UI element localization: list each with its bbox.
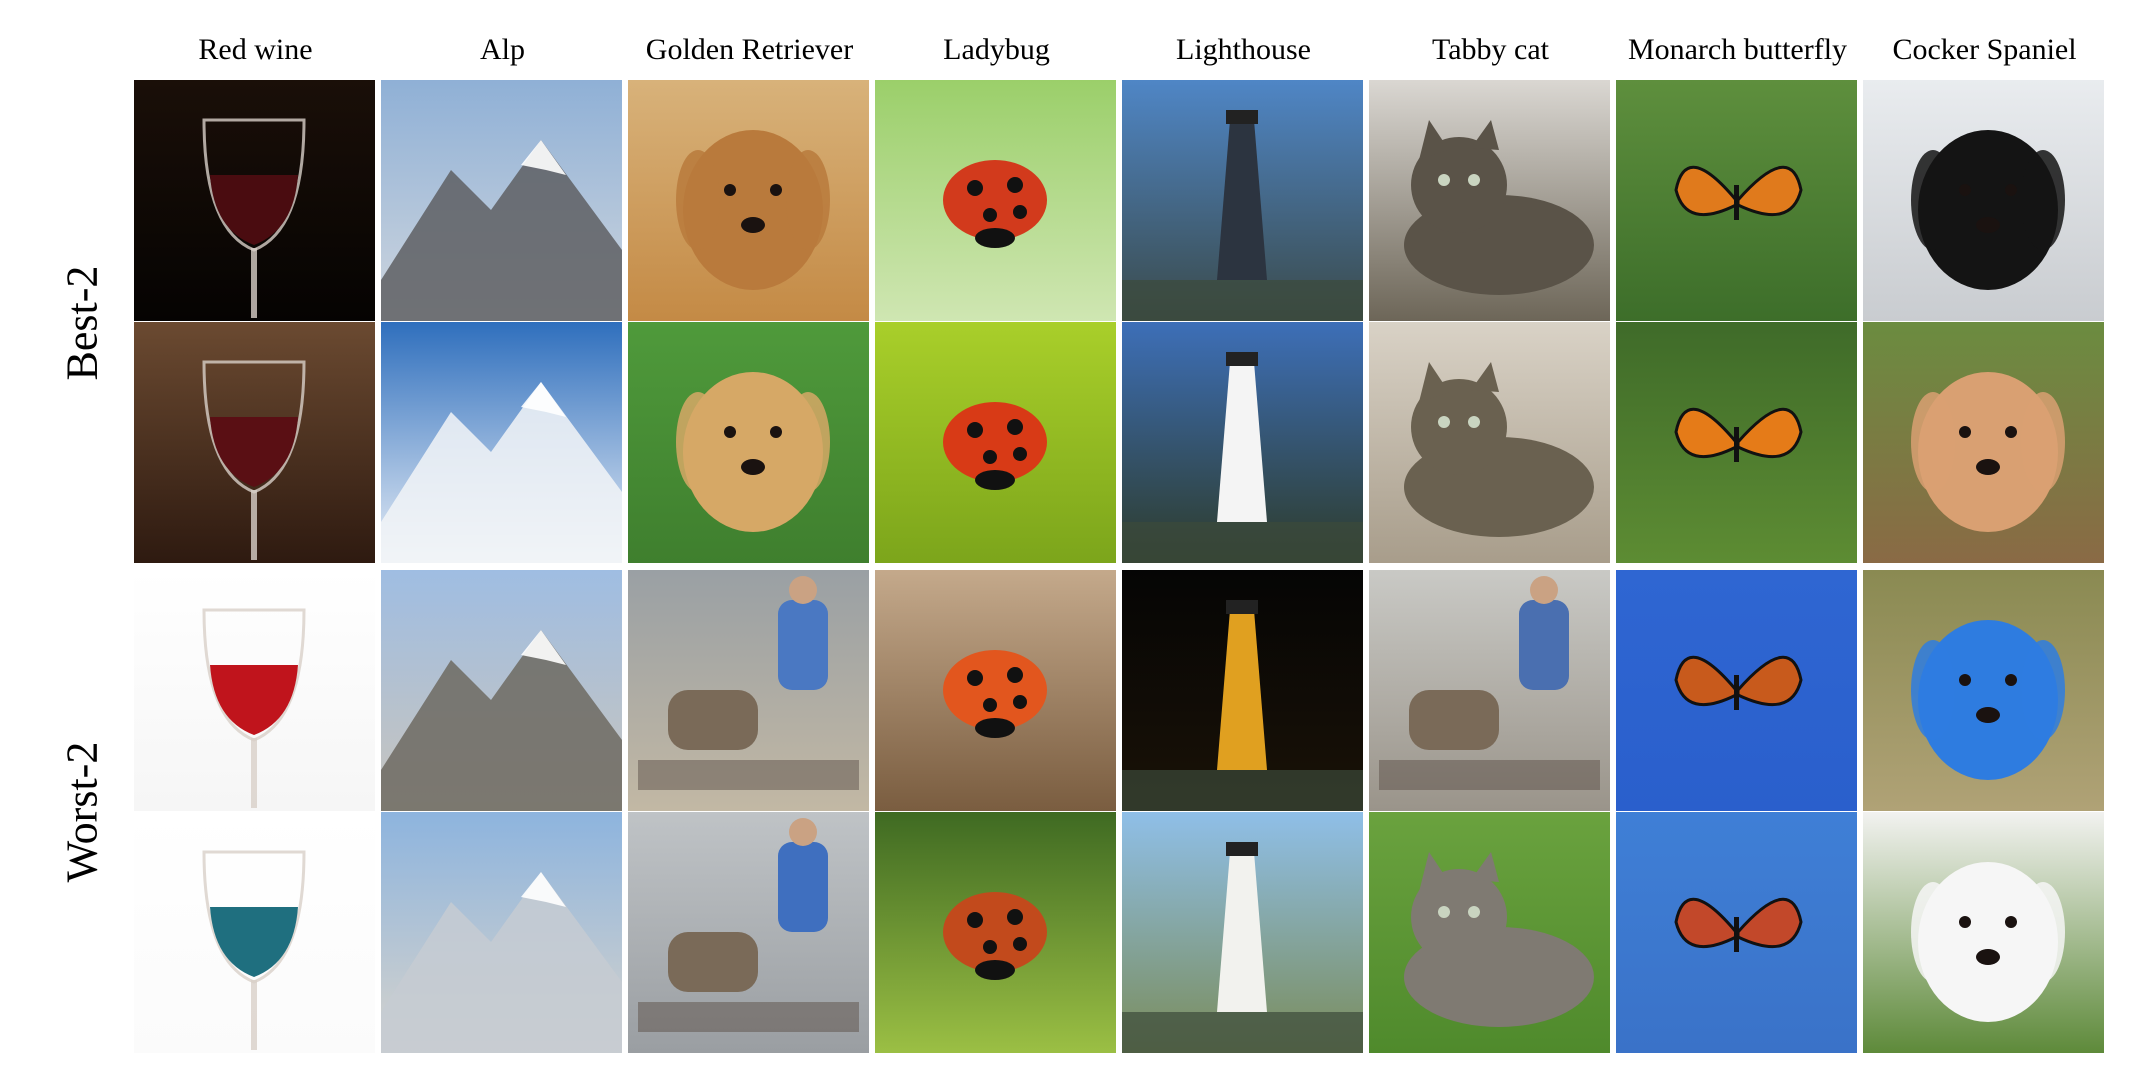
image-tile-3-4: [875, 570, 1116, 811]
image-tile-1-1: [134, 80, 375, 321]
butterfly-photo: [1616, 322, 1857, 563]
lighthouse-photo: [1122, 80, 1363, 321]
column-header-golden-retriever: Golden Retriever: [645, 33, 854, 66]
column-header-ladybug: Ladybug: [943, 33, 1050, 66]
image-tile-2-8: [1863, 322, 2104, 563]
image-tile-4-7: [1616, 812, 1857, 1053]
image-tile-4-4: [875, 812, 1116, 1053]
column-header-tabby-cat: Tabby cat: [1431, 33, 1549, 66]
image-tile-2-2: [381, 322, 622, 563]
mountain-photo: [381, 570, 622, 811]
butterfly-photo: [1616, 812, 1857, 1053]
ladybug-photo: [875, 80, 1116, 321]
cat-photo: [1369, 80, 1610, 321]
image-tile-3-8: [1863, 570, 2104, 811]
image-tile-4-5: [1122, 812, 1363, 1053]
mountain-photo: [381, 322, 622, 563]
image-tile-2-6: [1369, 322, 1610, 563]
image-tile-1-2: [381, 80, 622, 321]
mountain-photo: [381, 812, 622, 1053]
image-tile-1-6: [1369, 80, 1610, 321]
image-tile-3-7: [1616, 570, 1857, 811]
dog-photo: [1863, 322, 2104, 563]
row-label-worst-2: Worst-2: [57, 741, 107, 883]
column-header-lighthouse: Lighthouse: [1176, 33, 1311, 66]
image-tile-3-1: [134, 570, 375, 811]
image-tile-4-1: [134, 812, 375, 1053]
image-tile-3-2: [381, 570, 622, 811]
dog-photo: [628, 80, 869, 321]
image-tile-4-3: [628, 812, 869, 1053]
image-tile-2-3: [628, 322, 869, 563]
people-photo: [1369, 570, 1610, 811]
image-tile-3-3: [628, 570, 869, 811]
butterfly-photo: [1616, 80, 1857, 321]
column-header-red-wine: Red wine: [198, 33, 313, 66]
wine-glass-photo: [134, 80, 375, 321]
people-photo: [628, 812, 869, 1053]
wine-glass-photo: [134, 322, 375, 563]
image-tile-1-7: [1616, 80, 1857, 321]
image-tile-4-8: [1863, 812, 2104, 1053]
ladybug-photo: [875, 322, 1116, 563]
column-header-monarch-butterfly: Monarch butterfly: [1627, 33, 1848, 66]
image-tile-2-4: [875, 322, 1116, 563]
ladybug-photo: [875, 570, 1116, 811]
image-tile-1-4: [875, 80, 1116, 321]
image-tile-4-6: [1369, 812, 1610, 1053]
image-tile-4-2: [381, 812, 622, 1053]
row-label-best-2: Best-2: [57, 265, 107, 381]
dog-photo: [628, 322, 869, 563]
dog-photo: [1863, 812, 2104, 1053]
lighthouse-photo: [1122, 812, 1363, 1053]
people-photo: [628, 570, 869, 811]
lighthouse-photo: [1122, 570, 1363, 811]
ladybug-photo: [875, 812, 1116, 1053]
image-tile-1-5: [1122, 80, 1363, 321]
image-tile-3-6: [1369, 570, 1610, 811]
image-tile-2-7: [1616, 322, 1857, 563]
column-header-cocker-spaniel: Cocker Spaniel: [1892, 33, 2077, 66]
image-tile-3-5: [1122, 570, 1363, 811]
dog-photo: [1863, 80, 2104, 321]
wine-glass-photo: [134, 570, 375, 811]
lighthouse-photo: [1122, 322, 1363, 563]
image-tile-2-5: [1122, 322, 1363, 563]
cat-photo: [1369, 812, 1610, 1053]
column-header-alp: Alp: [480, 33, 525, 66]
image-tile-1-3: [628, 80, 869, 321]
cat-photo: [1369, 322, 1610, 563]
butterfly-photo: [1616, 570, 1857, 811]
mountain-photo: [381, 80, 622, 321]
image-tile-2-1: [134, 322, 375, 563]
image-tile-1-8: [1863, 80, 2104, 321]
dog-photo: [1863, 570, 2104, 811]
wine-glass-photo: [134, 812, 375, 1053]
